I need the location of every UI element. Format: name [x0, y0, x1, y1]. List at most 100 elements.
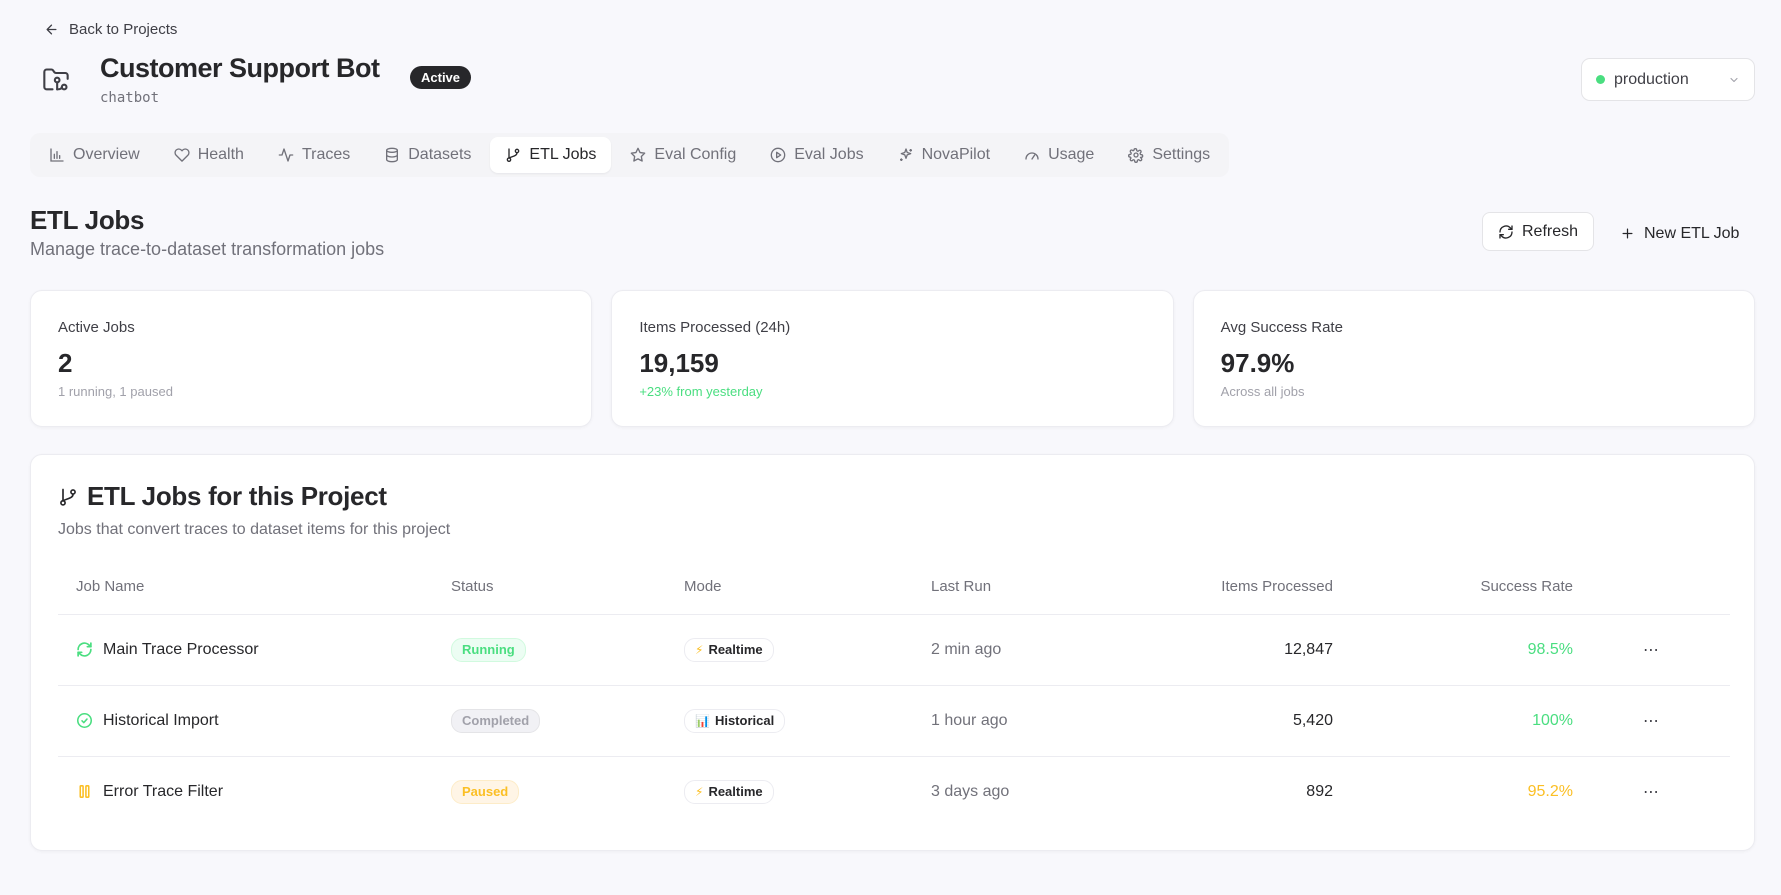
tab-traces[interactable]: Traces [263, 137, 365, 173]
row-actions-menu-icon[interactable]: ⋯ [1643, 641, 1660, 659]
mode-label: Realtime [708, 641, 763, 657]
lightning-icon: ⚡ [695, 642, 704, 657]
tab-usage[interactable]: Usage [1009, 137, 1109, 173]
bar-chart-icon [50, 148, 64, 162]
mode-badge: 📊 Historical [684, 708, 786, 733]
etl-jobs-card: ETL Jobs for this Project Jobs that conv… [30, 454, 1755, 851]
column-header-success-rate[interactable]: Success Rate [1333, 559, 1573, 615]
status-badge: Paused [451, 779, 520, 804]
project-title: Customer Support Bot [100, 53, 380, 83]
project-header: Customer Support Bot chatbot [100, 52, 380, 106]
tab-label: Eval Jobs [794, 146, 864, 163]
database-icon [386, 147, 399, 163]
job-name: Historical Import [103, 711, 219, 729]
git-branch-icon [507, 148, 520, 162]
column-header-mode[interactable]: Mode [684, 559, 931, 615]
job-name-link[interactable]: Historical Import [76, 712, 451, 730]
tab-label: NovaPilot [921, 146, 991, 163]
mode-badge: ⚡ Realtime [684, 779, 774, 804]
table-row[interactable]: Error Trace Filter Paused ⚡ Realtime 3 d… [58, 756, 1730, 827]
success-rate: 100% [1333, 685, 1573, 757]
tab-label: ETL Jobs [529, 146, 597, 163]
tab-novapilot[interactable]: NovaPilot [883, 137, 1005, 173]
refresh-cycle-icon [77, 642, 92, 657]
tab-datasets[interactable]: Datasets [369, 137, 486, 173]
back-label: Back to Projects [69, 21, 178, 38]
new-etl-job-label: New ETL Job [1644, 224, 1740, 242]
status-badge: Completed [451, 708, 541, 733]
stat-note: Across all jobs [1220, 384, 1305, 399]
bar-chart-icon: 📊 [695, 713, 710, 728]
git-branch-icon [60, 488, 76, 506]
column-header-last-run[interactable]: Last Run [931, 559, 1131, 615]
refresh-button[interactable]: Refresh [1482, 212, 1594, 251]
stat-label: Items Processed (24h) [639, 319, 791, 336]
stat-value: 2 [58, 348, 73, 378]
table-row[interactable]: Main Trace Processor Running ⚡ Realtime … [58, 614, 1730, 686]
back-to-projects-link[interactable]: Back to Projects [44, 21, 177, 38]
success-rate: 95.2% [1527, 782, 1573, 800]
project-tabs: Overview Health Traces Datasets ETL Jobs… [30, 133, 1230, 177]
column-header-job-name[interactable]: Job Name [58, 559, 451, 615]
mode-label: Historical [714, 712, 775, 728]
tab-eval-jobs[interactable]: Eval Jobs [755, 137, 878, 173]
items-processed: 5,420 [1131, 685, 1333, 757]
tab-label: Usage [1048, 146, 1095, 163]
stat-card-active-jobs: Active Jobs 2 1 running, 1 paused [30, 290, 593, 427]
row-actions-menu-icon[interactable]: ⋯ [1643, 783, 1660, 801]
environment-status-dot [1596, 75, 1605, 84]
star-icon [631, 147, 646, 162]
mode-badge: ⚡ Realtime [684, 637, 774, 662]
check-circle-icon [76, 712, 93, 729]
jobs-card-header: ETL Jobs for this Project Jobs that conv… [58, 481, 450, 539]
project-slug: chatbot [100, 90, 160, 106]
activity-icon [278, 148, 294, 162]
tab-overview[interactable]: Overview [34, 137, 155, 173]
last-run: 2 min ago [931, 614, 1131, 686]
lightning-icon: ⚡ [695, 784, 704, 799]
job-name-link[interactable]: Main Trace Processor [76, 641, 451, 659]
stat-value: 19,159 [639, 348, 719, 378]
gear-icon [1128, 148, 1144, 163]
refresh-icon [1499, 224, 1513, 239]
status-badge: Running [451, 637, 526, 662]
tab-health[interactable]: Health [159, 137, 259, 173]
table-row[interactable]: Historical Import Completed 📊 Historical… [58, 685, 1730, 757]
refresh-label: Refresh [1521, 222, 1579, 240]
row-actions-menu-icon[interactable]: ⋯ [1643, 712, 1660, 730]
etl-jobs-table: Job Name Status Mode Last Run Items Proc… [58, 559, 1730, 827]
mode-label: Realtime [708, 783, 763, 799]
sparkles-icon [899, 148, 912, 161]
stat-label: Active Jobs [58, 319, 135, 336]
stat-label: Avg Success Rate [1220, 319, 1343, 336]
section-subtitle: Manage trace-to-dataset transformation j… [30, 239, 385, 259]
folder-git-icon [43, 68, 69, 91]
tab-label: Traces [301, 146, 351, 163]
tab-label: Eval Config [654, 146, 737, 163]
last-run: 1 hour ago [931, 685, 1131, 757]
jobs-card-title-text: ETL Jobs for this Project [87, 481, 387, 511]
stats-row: Active Jobs 2 1 running, 1 paused Items … [30, 290, 1755, 427]
arrow-left-icon [46, 24, 57, 35]
heart-icon [174, 148, 190, 162]
plus-icon [1622, 228, 1633, 239]
stat-note: 1 running, 1 paused [58, 384, 173, 399]
jobs-card-subtitle: Jobs that convert traces to dataset item… [58, 521, 451, 538]
tab-eval-config[interactable]: Eval Config [615, 137, 751, 173]
stat-card-success-rate: Avg Success Rate 97.9% Across all jobs [1192, 290, 1755, 427]
chevron-down-icon [1730, 77, 1738, 82]
tab-label: Datasets [408, 146, 472, 163]
last-run: 3 days ago [931, 782, 1010, 800]
new-etl-job-button[interactable]: New ETL Job [1612, 214, 1747, 253]
tab-label: Health [197, 146, 244, 163]
jobs-card-title: ETL Jobs for this Project [58, 481, 450, 512]
tab-etl-jobs[interactable]: ETL Jobs [490, 137, 612, 173]
job-name-link[interactable]: Error Trace Filter [76, 783, 451, 801]
column-header-status[interactable]: Status [451, 559, 684, 615]
stat-value: 97.9% [1220, 348, 1295, 378]
play-circle-icon [770, 147, 786, 163]
column-header-items-processed[interactable]: Items Processed [1131, 559, 1333, 615]
tab-settings[interactable]: Settings [1113, 137, 1225, 173]
environment-select[interactable]: production [1581, 58, 1755, 101]
